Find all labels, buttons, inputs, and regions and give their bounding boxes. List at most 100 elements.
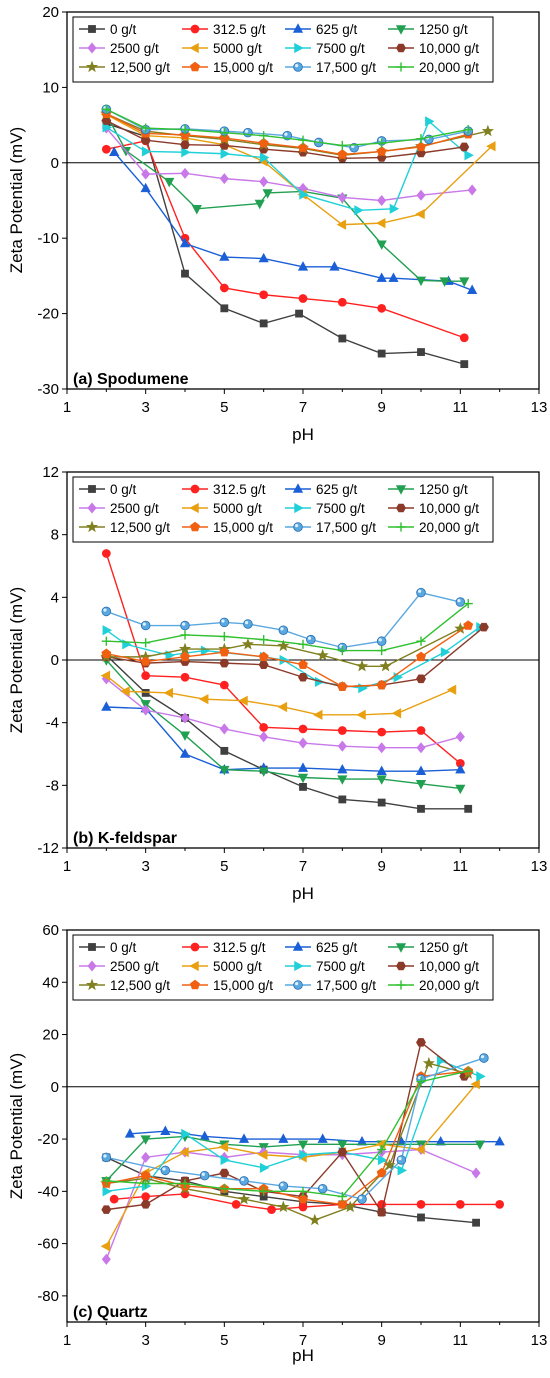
data-point: [191, 205, 202, 215]
legend-entry: 7500 g/t: [285, 41, 365, 56]
data-point: [337, 140, 347, 151]
data-point: [164, 177, 175, 188]
legend-swatch-marker: [189, 42, 199, 54]
legend-label: 15,000 g/t: [213, 978, 273, 993]
data-point: [140, 656, 151, 666]
data-point: [180, 125, 190, 135]
data-point-highlight: [378, 638, 382, 642]
series-line: [106, 140, 465, 339]
data-point: [163, 687, 174, 699]
legend-label: 15,000 g/t: [213, 520, 273, 535]
data-point: [455, 784, 466, 795]
legend-swatch-marker: [190, 61, 200, 72]
data-point: [417, 1213, 425, 1222]
data-point: [259, 176, 269, 188]
series-line: [105, 678, 461, 749]
data-point: [377, 646, 387, 656]
data-point: [377, 1154, 388, 1166]
data-point: [376, 679, 387, 690]
data-point-highlight: [284, 132, 288, 136]
data-point-highlight: [280, 1183, 284, 1187]
series-6: [100, 670, 457, 720]
data-point: [329, 261, 340, 271]
data-point: [336, 219, 347, 230]
data-point: [179, 1147, 189, 1158]
data-point: [259, 731, 269, 743]
legend-entry: 1250 g/t: [388, 940, 468, 955]
data-point: [258, 660, 269, 669]
y-tick-label: 20: [42, 1027, 59, 1044]
data-point: [478, 622, 489, 632]
y-tick-label: 0: [51, 652, 59, 669]
data-point: [141, 1151, 151, 1163]
data-point: [160, 1125, 171, 1135]
data-point-highlight: [244, 129, 249, 133]
data-point: [355, 659, 369, 672]
x-tick-label: 3: [141, 399, 149, 416]
data-point: [297, 762, 309, 772]
y-tick-label: -12: [37, 840, 59, 857]
data-point: [180, 712, 190, 724]
data-point: [416, 651, 426, 662]
legend-label: 10,000 g/t: [419, 959, 479, 974]
legend-entry: 1250 g/t: [388, 482, 468, 497]
legend-entry: 15,000 g/t: [182, 520, 273, 535]
series-line: [105, 1135, 480, 1182]
x-tick-label: 1: [63, 858, 71, 875]
data-point: [337, 191, 347, 204]
data-point: [199, 1170, 210, 1181]
data-point: [220, 304, 229, 313]
series-line: [106, 626, 485, 688]
data-point: [278, 1181, 289, 1191]
series-1: [102, 119, 469, 369]
data-point: [259, 152, 270, 163]
legend-swatch-marker: [190, 979, 200, 990]
data-point: [101, 1205, 112, 1214]
data-point: [474, 1140, 486, 1150]
data-point: [389, 203, 400, 214]
data-point: [239, 1176, 249, 1186]
data-point-highlight: [457, 599, 461, 603]
legend-label: 625 g/t: [316, 482, 358, 497]
data-point: [416, 1038, 426, 1047]
data-point: [180, 672, 190, 682]
data-point: [376, 636, 387, 646]
data-point: [337, 681, 348, 691]
data-point: [219, 128, 229, 138]
data-point: [494, 1135, 505, 1146]
series-line: [106, 591, 461, 649]
data-point: [101, 1152, 112, 1163]
data-point: [354, 205, 364, 216]
data-point: [219, 617, 230, 628]
data-point-highlight: [319, 1185, 323, 1189]
data-point: [219, 631, 229, 642]
x-tick-label: 5: [220, 1332, 228, 1349]
data-point: [416, 674, 426, 684]
data-point: [356, 1135, 368, 1146]
series-12: [101, 104, 473, 151]
data-point: [397, 1165, 408, 1176]
series-line: [105, 114, 465, 282]
data-point-highlight: [418, 589, 422, 593]
data-point: [298, 135, 308, 145]
data-point: [254, 199, 265, 210]
legend-label: 625 g/t: [316, 940, 358, 955]
legend-swatch-marker: [395, 25, 407, 35]
data-point: [141, 638, 151, 648]
data-point: [277, 639, 290, 652]
data-point: [439, 277, 450, 287]
data-point: [476, 1071, 486, 1082]
legend-entry: 12,500 g/t: [79, 520, 170, 535]
data-point: [298, 1186, 308, 1196]
data-point: [338, 334, 347, 343]
legend-label: 312.5 g/t: [213, 940, 266, 955]
legend-swatch-marker: [293, 980, 303, 990]
legend-label: 2500 g/t: [110, 41, 159, 56]
x-tick-label: 1: [63, 399, 71, 416]
data-point: [376, 1167, 387, 1178]
series-9: [100, 622, 467, 672]
data-point: [180, 140, 190, 149]
legend-label: 17,500 g/t: [316, 978, 376, 993]
legend-entry: 5000 g/t: [182, 501, 262, 516]
